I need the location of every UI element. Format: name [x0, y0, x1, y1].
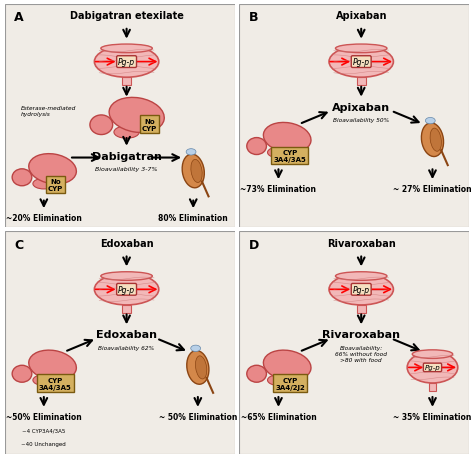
Text: Dabigatran: Dabigatran — [91, 151, 162, 162]
Ellipse shape — [421, 123, 444, 157]
FancyBboxPatch shape — [5, 232, 235, 454]
Text: CYP
3A4/3A5: CYP 3A4/3A5 — [39, 377, 72, 390]
Text: No
CYP: No CYP — [48, 179, 63, 191]
FancyArrow shape — [357, 305, 366, 313]
Ellipse shape — [430, 129, 441, 152]
FancyArrow shape — [122, 78, 131, 86]
FancyBboxPatch shape — [5, 5, 235, 227]
Ellipse shape — [195, 356, 207, 379]
Ellipse shape — [94, 47, 159, 78]
Text: 80% Elimination: 80% Elimination — [158, 214, 228, 223]
Text: Rivaroxaban: Rivaroxaban — [322, 330, 400, 340]
Text: A: A — [14, 11, 24, 24]
Ellipse shape — [329, 47, 393, 78]
Ellipse shape — [29, 350, 76, 381]
Ellipse shape — [264, 350, 311, 381]
Text: Apixaban: Apixaban — [332, 102, 390, 112]
Ellipse shape — [109, 98, 164, 133]
Text: Bioavailability 62%: Bioavailability 62% — [99, 345, 155, 350]
Ellipse shape — [407, 352, 458, 383]
Text: ~50% Elimination: ~50% Elimination — [6, 412, 82, 421]
Text: Pg-p: Pg-p — [118, 285, 135, 294]
Text: Edoxaban: Edoxaban — [96, 330, 157, 340]
Ellipse shape — [90, 116, 113, 135]
FancyBboxPatch shape — [239, 232, 469, 454]
Ellipse shape — [187, 351, 209, 384]
Ellipse shape — [12, 365, 32, 382]
Ellipse shape — [191, 160, 202, 183]
Text: ~20% Elimination: ~20% Elimination — [6, 214, 82, 223]
Ellipse shape — [425, 118, 435, 124]
Text: C: C — [14, 239, 23, 252]
Ellipse shape — [182, 155, 204, 188]
FancyArrow shape — [357, 78, 366, 86]
Text: Bioavailability 3-7%: Bioavailability 3-7% — [95, 167, 158, 172]
Text: Rivaroxaban: Rivaroxaban — [327, 239, 396, 248]
Text: Pg-p: Pg-p — [425, 364, 440, 370]
Ellipse shape — [101, 45, 152, 54]
Text: CYP
3A4/2J2: CYP 3A4/2J2 — [275, 377, 305, 390]
Text: Bioavailability 50%: Bioavailability 50% — [333, 118, 389, 123]
Text: ~65% Elimination: ~65% Elimination — [241, 412, 316, 421]
Ellipse shape — [329, 274, 393, 305]
Ellipse shape — [412, 350, 453, 358]
Text: Pg-p: Pg-p — [353, 58, 370, 67]
Text: Bioavailability:
66% without food
>80 with food: Bioavailability: 66% without food >80 wi… — [335, 345, 387, 362]
Text: ~ 50% Elimination: ~ 50% Elimination — [159, 412, 237, 421]
Text: CYP
3A4/3A5: CYP 3A4/3A5 — [273, 150, 306, 162]
Text: Esterase-mediated
hydrolysis: Esterase-mediated hydrolysis — [21, 106, 76, 117]
Ellipse shape — [186, 149, 196, 156]
Ellipse shape — [114, 127, 139, 139]
Text: No
CYP: No CYP — [142, 118, 157, 131]
Text: ~ 27% Elimination: ~ 27% Elimination — [393, 185, 472, 194]
Ellipse shape — [267, 148, 289, 158]
Ellipse shape — [94, 274, 159, 305]
Ellipse shape — [29, 154, 76, 185]
Ellipse shape — [33, 179, 55, 190]
Ellipse shape — [247, 138, 266, 155]
Ellipse shape — [267, 375, 289, 386]
Ellipse shape — [264, 123, 311, 153]
Ellipse shape — [336, 45, 387, 54]
FancyArrow shape — [429, 383, 436, 391]
Ellipse shape — [336, 272, 387, 281]
Text: D: D — [248, 239, 259, 252]
Ellipse shape — [247, 365, 266, 382]
Ellipse shape — [12, 169, 32, 186]
Text: Apixaban: Apixaban — [336, 11, 387, 21]
Text: ~40 Unchanged: ~40 Unchanged — [21, 441, 66, 446]
Text: Pg-p: Pg-p — [118, 58, 135, 67]
Text: Edoxaban: Edoxaban — [100, 239, 154, 248]
Text: ~4 CYP3A4/3A5: ~4 CYP3A4/3A5 — [22, 428, 65, 433]
Text: B: B — [248, 11, 258, 24]
Ellipse shape — [191, 345, 201, 352]
Text: ~73% Elimination: ~73% Elimination — [240, 185, 317, 194]
FancyArrow shape — [122, 305, 131, 313]
Ellipse shape — [33, 375, 55, 386]
Ellipse shape — [101, 272, 152, 281]
Text: ~ 35% Elimination: ~ 35% Elimination — [393, 412, 472, 421]
Text: Pg-p: Pg-p — [353, 285, 370, 294]
FancyBboxPatch shape — [239, 5, 469, 227]
Text: Dabigatran etexilate: Dabigatran etexilate — [70, 11, 183, 21]
